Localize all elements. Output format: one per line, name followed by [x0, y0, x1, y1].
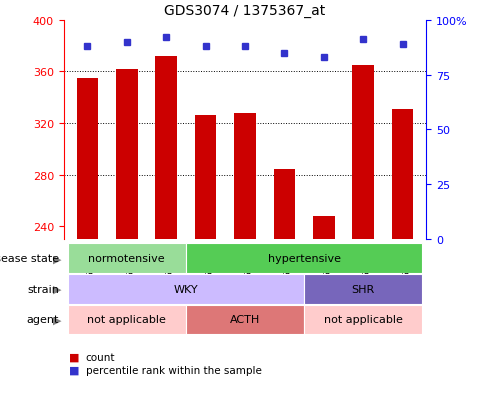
Text: normotensive: normotensive — [89, 254, 165, 263]
Bar — [234, 113, 256, 240]
Bar — [304, 274, 422, 304]
Text: ■: ■ — [69, 365, 79, 375]
Text: ▶: ▶ — [53, 254, 61, 263]
Text: disease state: disease state — [0, 254, 59, 263]
Text: WKY: WKY — [173, 284, 198, 294]
Text: count: count — [86, 352, 115, 362]
Bar — [68, 274, 304, 304]
Text: ACTH: ACTH — [230, 315, 260, 325]
Text: strain: strain — [27, 284, 59, 294]
Text: hypertensive: hypertensive — [268, 254, 341, 263]
Bar — [155, 57, 177, 240]
Text: not applicable: not applicable — [324, 315, 403, 325]
Text: percentile rank within the sample: percentile rank within the sample — [86, 365, 262, 375]
Bar — [273, 170, 295, 240]
Bar — [116, 69, 138, 240]
Bar — [195, 116, 217, 240]
Bar — [186, 305, 304, 335]
Bar — [392, 109, 414, 240]
Text: ▶: ▶ — [53, 315, 61, 325]
Bar — [352, 66, 374, 240]
Text: agent: agent — [26, 315, 59, 325]
Text: not applicable: not applicable — [87, 315, 166, 325]
Text: SHR: SHR — [352, 284, 375, 294]
Bar — [304, 305, 422, 335]
Title: GDS3074 / 1375367_at: GDS3074 / 1375367_at — [164, 4, 326, 18]
Text: ▶: ▶ — [53, 284, 61, 294]
Bar — [68, 305, 186, 335]
Bar — [68, 244, 186, 273]
Text: ■: ■ — [69, 352, 79, 362]
Bar — [313, 216, 335, 240]
Bar — [186, 244, 422, 273]
Bar — [76, 78, 98, 240]
